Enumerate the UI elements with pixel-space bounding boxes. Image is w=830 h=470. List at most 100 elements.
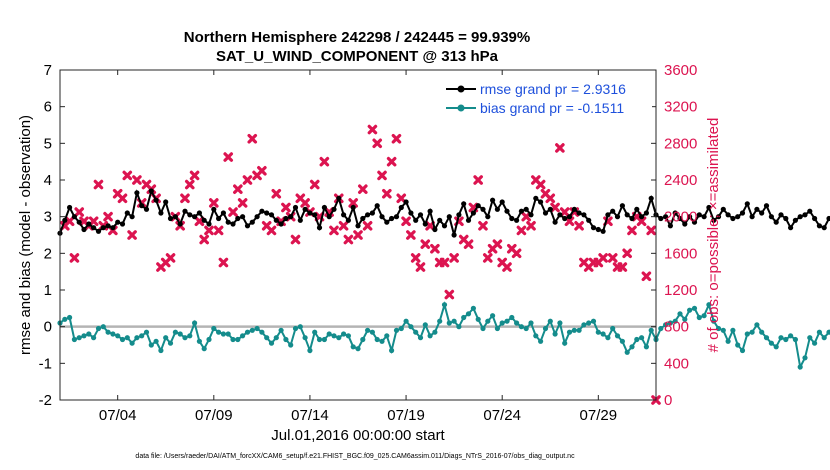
- bias-point: [398, 325, 404, 332]
- bias-point: [783, 336, 789, 343]
- obs-assimilated-marker: [535, 179, 546, 190]
- bias-point: [480, 325, 486, 332]
- x-tick-label: 07/19: [387, 407, 425, 424]
- bias-point: [379, 338, 385, 344]
- bias-point: [71, 336, 77, 343]
- obs-assimilated-marker: [353, 230, 363, 240]
- y-left-tick-label: 2: [44, 245, 52, 262]
- obs-assimilated-marker: [444, 289, 455, 300]
- rmse-point: [754, 206, 760, 212]
- bias-point: [451, 318, 457, 324]
- rmse-point: [538, 199, 544, 205]
- bias-point: [682, 316, 688, 322]
- rmse-point: [763, 203, 770, 209]
- rmse-point: [398, 204, 404, 211]
- bias-point: [624, 349, 630, 355]
- rmse-point: [437, 217, 443, 223]
- rmse-point: [91, 225, 97, 231]
- bias-point: [701, 313, 707, 319]
- y-right-tick-label: 1600: [664, 245, 697, 262]
- obs-assimilated-marker: [362, 221, 373, 231]
- obs-assimilated-marker: [386, 156, 397, 167]
- bias-point: [167, 340, 174, 346]
- rmse-point: [711, 217, 717, 223]
- obs-assimilated-marker: [415, 262, 426, 272]
- bias-point: [566, 329, 573, 335]
- y-left-tick-label: 4: [44, 172, 52, 189]
- bias-point: [119, 336, 126, 343]
- obs-assimilated-marker: [516, 225, 527, 236]
- bias-point: [172, 329, 178, 335]
- rmse-point: [663, 214, 669, 220]
- rmse-point: [427, 208, 433, 214]
- rmse-point: [735, 214, 741, 220]
- y-right-tick-label: 2000: [664, 209, 697, 226]
- bias-point: [153, 338, 159, 344]
- obs-assimilated-marker: [343, 234, 354, 245]
- rmse-point: [393, 214, 400, 220]
- obs-assimilated-marker: [439, 257, 450, 268]
- rmse-point: [677, 215, 683, 222]
- rmse-point: [504, 208, 510, 214]
- bias-point: [336, 335, 342, 341]
- rmse-point: [826, 215, 830, 222]
- rmse-point: [725, 212, 731, 218]
- rmse-point: [768, 214, 775, 220]
- bias-point: [821, 335, 827, 341]
- bias-point: [619, 338, 626, 344]
- rmse-point: [254, 214, 260, 220]
- rmse-point: [172, 214, 178, 220]
- bias-point: [557, 320, 563, 326]
- rmse-point: [643, 210, 650, 216]
- rmse-point: [240, 214, 246, 220]
- obs-assimilated-marker: [478, 221, 488, 231]
- bias-point: [408, 324, 414, 330]
- rmse-point: [720, 206, 726, 212]
- bias-point: [711, 318, 717, 324]
- x-tick-label: 07/14: [291, 407, 329, 424]
- bias-point: [134, 335, 140, 341]
- bias-point: [326, 331, 332, 337]
- bias-point: [321, 336, 327, 343]
- bias-point: [576, 327, 582, 333]
- bias-point: [538, 338, 544, 344]
- rmse-point: [672, 210, 678, 216]
- bias-point: [163, 335, 169, 341]
- obs-assimilated-marker: [88, 216, 99, 227]
- bias-point: [792, 336, 799, 343]
- obs-assimilated-marker: [559, 207, 570, 217]
- obs-assimilated-marker: [617, 262, 628, 272]
- rmse-point: [441, 223, 448, 229]
- rmse-point: [148, 188, 154, 194]
- obs-assimilated-marker: [463, 239, 474, 249]
- rmse-point: [95, 228, 102, 234]
- rmse-point: [76, 219, 82, 225]
- bias-point: [403, 318, 409, 324]
- bias-point: [417, 335, 424, 341]
- bias-point: [201, 346, 207, 352]
- bias-point: [547, 318, 553, 324]
- bias-point: [437, 318, 443, 324]
- footer-data-file: data file: /Users/raeder/DAI/ATM_forcXX/…: [135, 453, 575, 460]
- rmse-point: [600, 228, 606, 234]
- bias-point: [826, 329, 830, 335]
- y-right-tick-label: 3600: [664, 62, 697, 79]
- legend-bias-label: bias grand pr = -0.1511: [480, 100, 624, 116]
- rmse-point: [331, 206, 337, 212]
- rmse-point: [230, 221, 236, 227]
- bias-point: [182, 335, 188, 341]
- bias-point: [129, 340, 135, 346]
- bias-point: [278, 327, 284, 333]
- bias-point: [413, 329, 419, 335]
- rmse-point: [110, 225, 116, 231]
- bias-point: [773, 344, 779, 350]
- rmse-point: [143, 206, 150, 212]
- bias-point: [196, 338, 202, 344]
- bias-point: [639, 335, 645, 341]
- rmse-point: [783, 215, 789, 222]
- rmse-point: [288, 214, 294, 220]
- bias-point: [465, 311, 472, 317]
- rmse-point: [571, 206, 577, 212]
- y-left-tick-label: -2: [39, 392, 52, 409]
- obs-assimilated-marker: [636, 216, 647, 227]
